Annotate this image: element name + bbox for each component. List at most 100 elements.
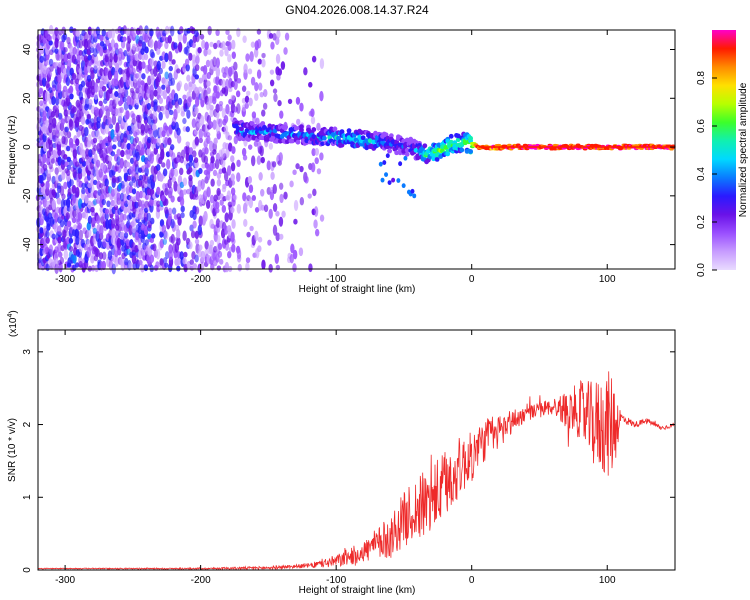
- spectrogram-cell: [126, 153, 131, 160]
- spectrogram-cell: [125, 161, 131, 168]
- spectrogram-cell: [220, 147, 226, 159]
- spectrogram-cell: [116, 192, 121, 201]
- spectrogram-cell: [233, 70, 238, 82]
- spectrogram-cell: [102, 43, 107, 51]
- ridge-mark: [295, 139, 301, 145]
- spectrogram-cell: [143, 224, 149, 236]
- spectrogram-cell: [153, 89, 158, 97]
- spectrogram-cell: [170, 167, 175, 177]
- spectrogram-cell: [261, 259, 266, 270]
- spectrogram-cell: [204, 147, 209, 155]
- ridge-mark: [387, 148, 392, 154]
- spectrogram-cell: [183, 82, 189, 92]
- spectrogram-cell: [120, 180, 125, 189]
- ridge-mark: [239, 126, 244, 132]
- spectrogram-cell: [149, 28, 154, 37]
- spectrogram-cell: [180, 212, 185, 219]
- spectrogram-cell: [125, 239, 131, 247]
- spectrogram-cell: [277, 100, 282, 107]
- spectrogram-cell: [236, 172, 241, 183]
- spectrogram-cell: [248, 197, 254, 209]
- spectrogram-cell: [195, 64, 200, 72]
- spectrogram-cell: [147, 136, 152, 144]
- spectrogram-cell: [119, 231, 125, 240]
- spectrogram-cell: [69, 45, 74, 56]
- spectrogram-cell: [243, 63, 248, 74]
- spectrogram-cell: [215, 201, 220, 210]
- spectrogram-cell: [268, 142, 274, 150]
- spectrogram-cell: [123, 206, 128, 214]
- spectrogram-cell: [98, 252, 104, 260]
- spectrogram-cell: [149, 128, 154, 139]
- colorbar: 0.0 0.2 0.4 0.6 0.8 Normalized spectral ampl…: [696, 30, 749, 277]
- spectrogram-cell: [164, 77, 169, 88]
- spectrogram-ridge: [232, 119, 676, 199]
- spectrogram-cell: [192, 220, 197, 229]
- spectrogram-cell: [271, 161, 277, 168]
- spectrogram-cell: [263, 89, 268, 98]
- colorbar-bar: [712, 30, 736, 270]
- ridge-mark: [311, 127, 317, 132]
- spectrogram-cell: [140, 210, 145, 221]
- spectrogram-cell: [188, 81, 193, 88]
- spectrogram-cell: [128, 212, 133, 220]
- spectrogram-cell: [222, 183, 227, 190]
- spectrogram-cell: [81, 182, 86, 189]
- spectrogram-cell: [69, 93, 74, 100]
- spectrogram-cell: [314, 228, 320, 237]
- ridge-mark: [358, 130, 364, 135]
- ridge-mark: [382, 160, 387, 165]
- spectrogram-cell: [122, 142, 128, 150]
- spectrogram-cell: [287, 98, 293, 105]
- spectrogram-cell: [231, 51, 236, 60]
- spectrogram-cell: [186, 188, 191, 195]
- spectrogram-cell: [95, 214, 101, 222]
- x-tick-label: 100: [599, 575, 616, 586]
- spectrogram-cell: [274, 253, 279, 265]
- spectrogram-cell: [197, 86, 203, 92]
- snr-y-ticks: 0 1 2 3: [22, 349, 675, 573]
- spectrogram-cell: [182, 189, 188, 195]
- spectrogram-cell: [104, 105, 109, 112]
- spectrogram-cell: [45, 180, 50, 190]
- spectrogram-cell: [195, 55, 200, 65]
- spectrogram-cell: [48, 122, 53, 134]
- spectrogram-cell: [212, 119, 217, 130]
- spectrogram-cell: [104, 67, 109, 76]
- spectrogram-cell: [177, 97, 183, 106]
- spectrogram-cell: [210, 155, 215, 164]
- ridge-mark: [384, 172, 389, 177]
- spectrogram-cell: [119, 157, 124, 169]
- spectrogram-cell: [151, 233, 156, 239]
- snr-y-scale-exp: 4: [7, 314, 14, 318]
- spectrogram-cell: [114, 42, 119, 50]
- spectrogram-cell: [203, 78, 208, 89]
- spectrogram-cell: [106, 200, 111, 208]
- spectrogram-cell: [166, 158, 171, 170]
- ridge-mark: [445, 151, 451, 157]
- spectrogram-cell: [120, 69, 125, 75]
- spectrogram-cell: [313, 206, 319, 217]
- spectrogram-cell: [188, 166, 193, 173]
- spectrogram-cell: [107, 250, 113, 261]
- spectrogram-cell: [319, 90, 324, 102]
- spectrogram-cell: [259, 145, 264, 157]
- spectrogram-cell: [216, 178, 222, 187]
- spectrogram-cell: [208, 121, 214, 129]
- spectrogram-cell: [308, 263, 313, 273]
- spectrogram-cell: [194, 29, 199, 38]
- spectrogram-cell: [54, 27, 59, 37]
- spectrogram-cell: [138, 190, 144, 199]
- spectrogram-cell: [71, 72, 77, 80]
- ridge-mark: [249, 121, 255, 126]
- spectrogram-cell: [88, 98, 93, 106]
- spectrogram-cell: [149, 264, 154, 273]
- spectrogram-cell: [164, 52, 169, 63]
- spectrogram-cell: [87, 228, 92, 238]
- spectrogram-cell: [150, 217, 155, 225]
- spectrogram-cell: [146, 244, 151, 255]
- spectrogram-cell: [225, 147, 230, 158]
- spectrogram-cell: [71, 184, 77, 194]
- spectrogram-cell: [123, 50, 128, 57]
- spectrogram-cell: [78, 229, 84, 241]
